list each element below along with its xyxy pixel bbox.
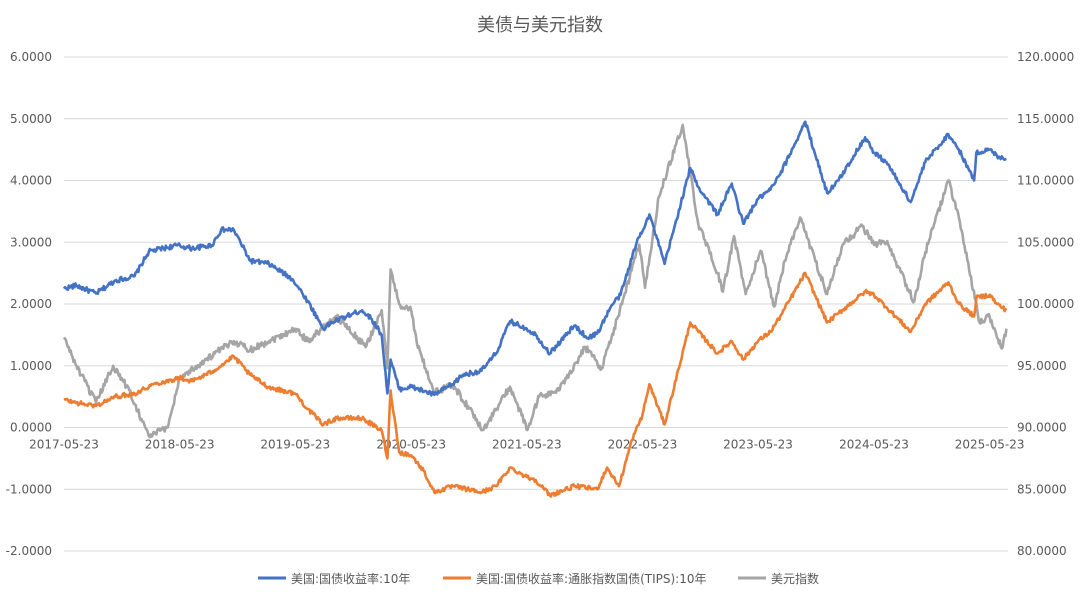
left-tick-label: 0.0000 — [10, 421, 52, 435]
right-tick-label: 100.0000 — [1017, 297, 1074, 311]
left-tick-label: -2.0000 — [6, 544, 52, 558]
series-line-1 — [63, 271, 1008, 498]
left-axis-ticks: -2.0000 -1.0000 0.0000 1.0000 2.0000 3.0000 4.… — [6, 50, 52, 558]
series-line-0 — [62, 120, 1007, 397]
left-tick-label: 4.0000 — [10, 174, 52, 188]
chart-title: 美债与美元指数 — [477, 15, 603, 36]
x-tick-label: 2022-05-23 — [608, 438, 678, 452]
right-tick-label: 120.0000 — [1017, 50, 1074, 64]
left-tick-label: 3.0000 — [10, 235, 52, 249]
legend-label: 美国:国债收益率:通胀指数国债(TIPS):10年 — [476, 571, 707, 586]
series-line-2 — [62, 123, 1008, 439]
right-tick-label: 80.0000 — [1017, 544, 1067, 558]
right-tick-label: 110.0000 — [1017, 174, 1074, 188]
right-tick-label: 115.0000 — [1017, 112, 1074, 126]
x-tick-label: 2020-05-23 — [376, 438, 446, 452]
x-tick-label: 2019-05-23 — [260, 438, 330, 452]
left-tick-label: 2.0000 — [10, 297, 52, 311]
right-tick-label: 85.0000 — [1017, 482, 1067, 496]
grid-layer — [64, 56, 1008, 552]
left-tick-label: 6.0000 — [10, 50, 52, 64]
x-tick-label: 2024-05-23 — [839, 438, 909, 452]
legend-label: 美国:国债收益率:10年 — [291, 571, 410, 586]
left-tick-label: 1.0000 — [10, 359, 52, 373]
x-tick-label: 2021-05-23 — [492, 438, 562, 452]
x-tick-label: 2023-05-23 — [723, 438, 793, 452]
right-tick-label: 90.0000 — [1017, 421, 1067, 435]
right-tick-label: 105.0000 — [1017, 235, 1074, 249]
legend: 美国:国债收益率:10年 美国:国债收益率:通胀指数国债(TIPS):10年 美元指… — [258, 571, 819, 586]
x-axis-ticks: 2017-05-23 2018-05-23 2019-05-23 2020-05-23… — [29, 438, 1024, 452]
legend-label: 美元指数 — [771, 571, 819, 586]
left-tick-label: -1.0000 — [6, 482, 52, 496]
left-tick-label: 5.0000 — [10, 112, 52, 126]
series-layer — [62, 120, 1008, 498]
x-tick-label: 2018-05-23 — [145, 438, 215, 452]
right-axis-ticks: 80.0000 85.0000 90.0000 95.0000 100.0000 105.… — [1017, 50, 1074, 558]
x-tick-label: 2017-05-23 — [29, 438, 99, 452]
x-tick-label: 2025-05-23 — [955, 438, 1025, 452]
right-tick-label: 95.0000 — [1017, 359, 1067, 373]
